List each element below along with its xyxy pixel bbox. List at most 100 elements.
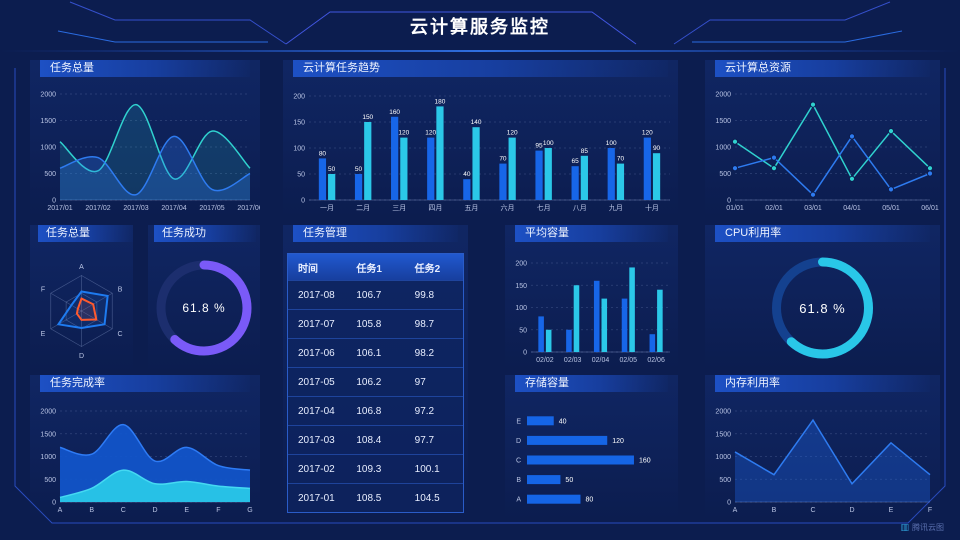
table-cell: 2017-05 xyxy=(298,376,335,388)
svg-text:四月: 四月 xyxy=(428,204,442,212)
svg-text:50: 50 xyxy=(297,172,305,179)
svg-text:E: E xyxy=(41,331,46,338)
table-cell: 99.8 xyxy=(414,289,435,301)
svg-text:80: 80 xyxy=(585,497,593,504)
table-cell: 2017-04 xyxy=(298,405,335,417)
svg-text:100: 100 xyxy=(543,140,554,147)
svg-text:B: B xyxy=(89,507,94,514)
table-cell: 106.1 xyxy=(356,347,382,359)
svg-text:1500: 1500 xyxy=(40,118,56,125)
svg-text:1500: 1500 xyxy=(40,431,56,438)
panel-title-task-trend: 云计算任务趋势 xyxy=(293,60,668,77)
svg-text:120: 120 xyxy=(507,130,518,137)
task-radar-chart: A B C D E F xyxy=(30,249,133,372)
svg-text:500: 500 xyxy=(44,171,56,178)
svg-text:1500: 1500 xyxy=(715,118,731,125)
svg-text:02/06: 02/06 xyxy=(647,357,665,364)
svg-text:六月: 六月 xyxy=(501,203,515,212)
svg-text:180: 180 xyxy=(435,98,446,105)
table-cell: 2017-01 xyxy=(298,492,335,504)
table-cell: 2017-02 xyxy=(298,463,335,475)
task-table: 时间 任务1 任务2 2017-08 106.7 99.8 2017-07 105.8 98.7… xyxy=(287,253,464,513)
svg-text:03/01: 03/01 xyxy=(804,205,822,212)
svg-text:1000: 1000 xyxy=(715,454,731,461)
panel-title-task-success: 任务成功 xyxy=(154,225,256,242)
table-cell: 106.2 xyxy=(356,376,382,388)
table-header-row: 时间 任务1 任务2 xyxy=(288,254,463,280)
table-cell: 106.7 xyxy=(356,289,382,301)
panel-title-cloud-resources: 云计算总资源 xyxy=(715,60,930,77)
panel-task-success: 任务成功 61.8 % xyxy=(148,225,260,370)
table-cell: 2017-08 xyxy=(298,289,335,301)
svg-text:C: C xyxy=(810,507,815,514)
panel-title-avg-capacity: 平均容量 xyxy=(515,225,668,242)
table-row: 2017-01 108.5 104.5 xyxy=(288,483,463,512)
svg-text:2000: 2000 xyxy=(40,409,56,416)
svg-text:E: E xyxy=(184,507,189,514)
svg-text:2000: 2000 xyxy=(40,92,56,99)
panel-tasks-total: 任务总量 0 500 1000 1500 2000 2017/01 2017/02 2017/… xyxy=(30,60,263,215)
table-cell: 2017-07 xyxy=(298,318,335,330)
svg-text:A: A xyxy=(733,507,738,514)
panel-memory: 内存利用率 0 500 1000 1500 2000 A B C D E F xyxy=(705,375,940,517)
svg-text:40: 40 xyxy=(559,418,567,425)
svg-text:160: 160 xyxy=(639,458,651,465)
svg-text:500: 500 xyxy=(44,477,56,484)
panel-task-trend: 云计算任务趋势 0 50 100 150 200 一月 二月 三月 四月 五月 六月 七月 八月 九月 十月… xyxy=(283,60,678,215)
svg-text:200: 200 xyxy=(293,94,305,101)
svg-text:120: 120 xyxy=(425,130,436,137)
svg-text:50: 50 xyxy=(328,166,336,173)
task-success-value: 61.8 % xyxy=(182,301,226,315)
table-cell: 105.8 xyxy=(356,318,382,330)
svg-text:2000: 2000 xyxy=(715,92,731,99)
svg-text:06/01: 06/01 xyxy=(921,205,939,212)
svg-text:D: D xyxy=(152,507,157,514)
completion-area-chart: 0 500 1000 1500 2000 A B C D E F G xyxy=(30,399,260,522)
svg-text:100: 100 xyxy=(515,305,527,312)
cpu-usage-value: 61.8 % xyxy=(799,300,846,316)
svg-text:65: 65 xyxy=(572,158,580,165)
panel-completion: 任务完成率 0 500 1000 1500 2000 A B C D E F G xyxy=(30,375,260,517)
svg-text:八月: 八月 xyxy=(573,204,587,212)
table-row: 2017-07 105.8 98.7 xyxy=(288,309,463,338)
table-header-cell: 任务1 xyxy=(356,263,382,275)
svg-text:50: 50 xyxy=(565,477,573,484)
storage-hbar-chart: E 40 D 120 C 160 B 50 A 80 xyxy=(505,399,678,522)
svg-text:05/01: 05/01 xyxy=(882,205,900,212)
svg-text:E: E xyxy=(516,418,521,425)
svg-text:2000: 2000 xyxy=(715,409,731,416)
svg-text:B: B xyxy=(516,477,521,484)
svg-text:120: 120 xyxy=(398,130,409,137)
svg-text:2017/06: 2017/06 xyxy=(237,205,260,212)
svg-text:40: 40 xyxy=(463,171,471,178)
table-header-cell: 任务2 xyxy=(414,263,441,275)
svg-text:0: 0 xyxy=(301,198,305,205)
table-row: 2017-08 106.7 99.8 xyxy=(288,280,463,309)
svg-text:D: D xyxy=(79,353,84,360)
svg-text:七月: 七月 xyxy=(537,203,551,212)
svg-text:02/03: 02/03 xyxy=(564,357,582,364)
panel-title-storage: 存储容量 xyxy=(515,375,668,392)
svg-text:1000: 1000 xyxy=(40,145,56,152)
svg-text:G: G xyxy=(247,507,252,514)
svg-text:120: 120 xyxy=(642,130,653,137)
svg-text:120: 120 xyxy=(612,438,624,445)
svg-text:150: 150 xyxy=(293,120,305,127)
table-cell: 2017-06 xyxy=(298,347,335,359)
svg-text:0: 0 xyxy=(727,198,731,205)
panel-title-task-radar: 任务总量 xyxy=(38,225,133,242)
svg-text:1000: 1000 xyxy=(40,454,56,461)
table-cell: 108.5 xyxy=(356,492,382,504)
table-cell: 97.2 xyxy=(414,405,435,417)
table-row: 2017-02 109.3 100.1 xyxy=(288,454,463,483)
svg-text:100: 100 xyxy=(606,140,617,147)
svg-text:50: 50 xyxy=(519,327,527,334)
svg-text:140: 140 xyxy=(471,119,482,126)
svg-text:1000: 1000 xyxy=(715,145,731,152)
table-cell: 97.7 xyxy=(414,434,435,446)
panel-title-completion: 任务完成率 xyxy=(40,375,250,392)
svg-text:C: C xyxy=(118,331,123,338)
table-row: 2017-04 106.8 97.2 xyxy=(288,396,463,425)
svg-text:150: 150 xyxy=(515,283,527,290)
